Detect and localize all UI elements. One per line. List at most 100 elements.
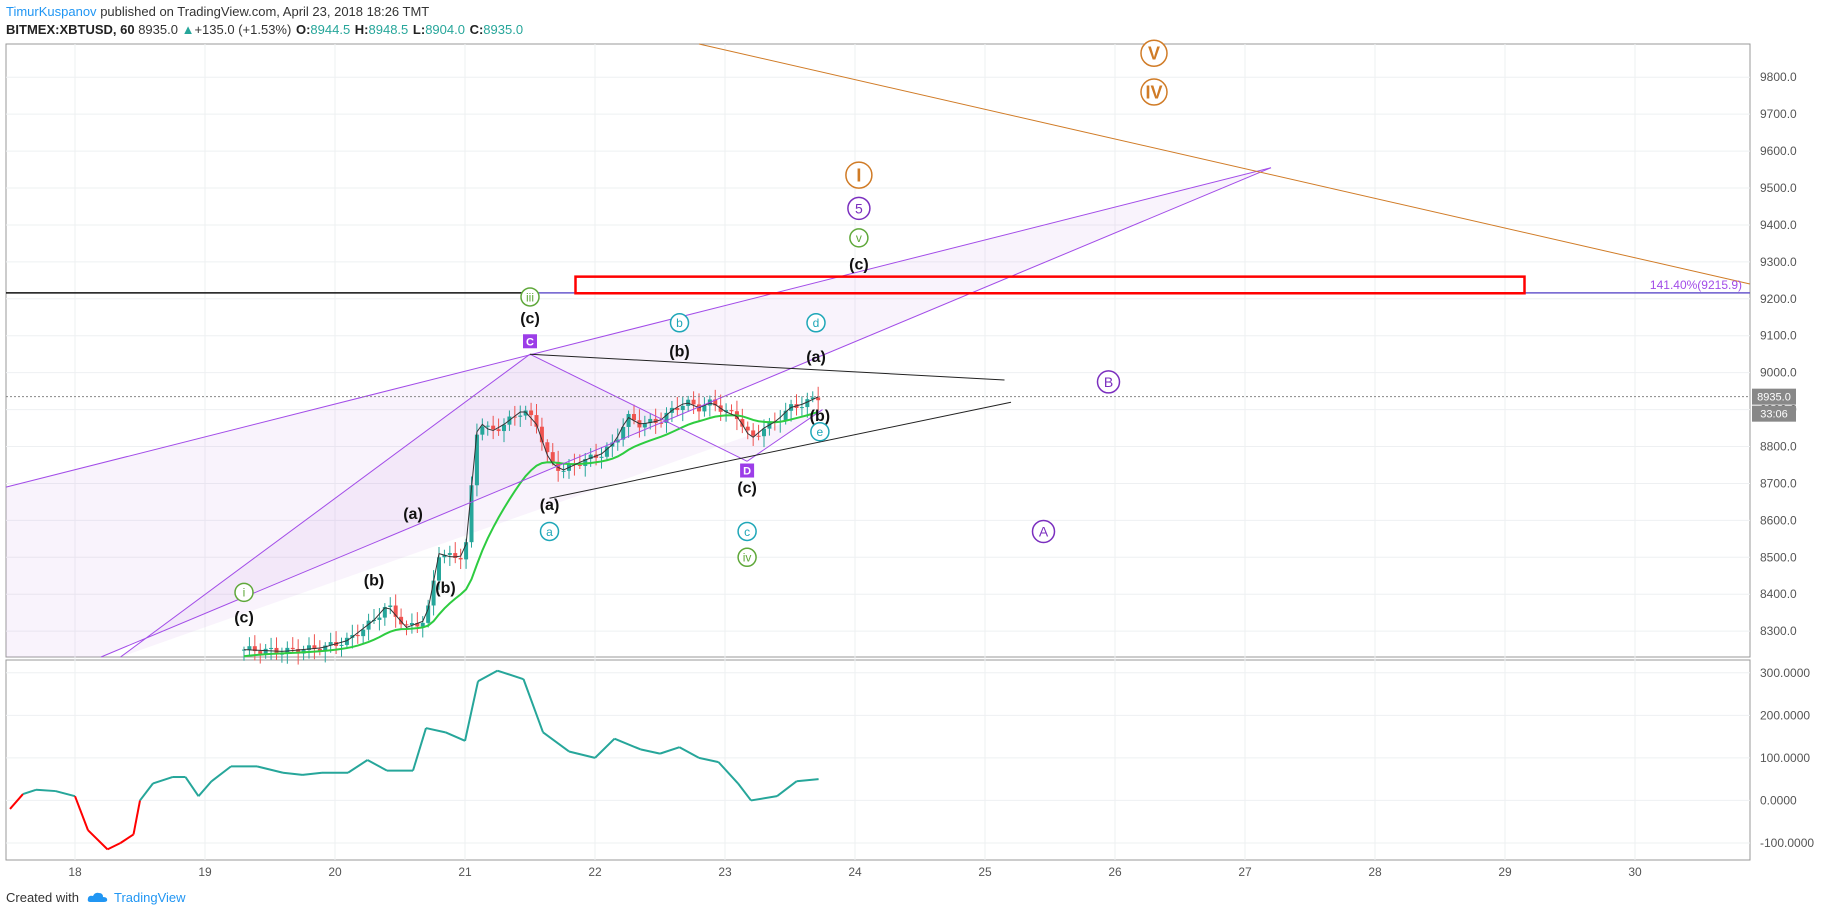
candle-body [296, 649, 301, 654]
candle-body [518, 415, 523, 417]
candle-body [523, 410, 528, 416]
wave-label: (c) [849, 257, 869, 274]
wave-circle-label: d [813, 316, 820, 330]
oscillator-segment [367, 759, 388, 772]
candle-body [740, 419, 745, 427]
wave-circle-e [810, 421, 830, 442]
candle-body [382, 606, 387, 618]
oscillator-segment [119, 833, 135, 844]
oscillator-pane [9, 669, 819, 851]
candle-body [724, 410, 729, 412]
candle-body [480, 426, 485, 435]
wave-circle-label: v [856, 231, 862, 245]
candle-body [323, 645, 328, 652]
candle-body [583, 459, 588, 466]
wave-circle-5 [847, 196, 871, 221]
candle-body [534, 415, 539, 427]
wave-circle-label: I [856, 166, 861, 186]
ema-line [243, 411, 819, 658]
osc-tick-label: 0.0000 [1760, 793, 1797, 807]
candle-body [762, 428, 766, 437]
osc-tick-label: 300.0000 [1760, 666, 1810, 680]
oscillator-segment [717, 761, 739, 785]
candle-body [409, 623, 414, 625]
oscillator-segment [197, 780, 213, 797]
candle-body [545, 442, 550, 453]
candle-body [550, 452, 555, 462]
oscillator-segment [614, 737, 641, 751]
price-tick-label: 9200.0 [1760, 292, 1797, 306]
price-tick-label: 9000.0 [1760, 366, 1797, 380]
oscillator-segment [497, 669, 524, 681]
price-tick-label: 9500.0 [1760, 181, 1797, 195]
candle-body [269, 647, 274, 649]
candle-body [442, 554, 447, 558]
candle-body [632, 414, 636, 421]
wave-circle-IV [1140, 78, 1168, 106]
candle-body [664, 412, 669, 423]
target-zone-box [574, 275, 1526, 295]
candle-body [642, 423, 647, 428]
wave-circle-label: iv [743, 551, 752, 565]
candle-body [344, 637, 349, 645]
high-value: 8948.5 [368, 22, 409, 37]
oscillator-segment [107, 842, 121, 851]
wave-label: (b) [810, 408, 830, 425]
candle-body [502, 424, 506, 432]
wave-circle-label: A [1039, 523, 1049, 539]
candle-body [496, 429, 501, 432]
oscillator-segment [35, 788, 56, 793]
candle-body [713, 399, 718, 406]
oscillator-segment [796, 778, 819, 783]
fib-label: 141.40%(9215.9) [1650, 278, 1742, 292]
wave-circle-v [849, 228, 869, 248]
orange-trendline [698, 43, 1751, 285]
author-link[interactable]: TimurKuspanov [6, 4, 97, 19]
oscillator-segment [776, 780, 798, 797]
time-tick-label: 26 [1108, 865, 1122, 879]
candle-body [485, 425, 490, 427]
wave-label: (a) [806, 349, 826, 366]
candle-body [756, 435, 761, 437]
oscillator-segment [750, 795, 778, 802]
candle-body [388, 605, 393, 607]
wave-circle-label: e [817, 425, 824, 439]
time-tick-label: 30 [1628, 865, 1642, 879]
wave-circle-label: b [676, 316, 683, 330]
oscillator-segment [132, 800, 141, 835]
candle-body [491, 425, 496, 430]
oscillator-segment [522, 678, 544, 733]
last-price-tag-label: 8935.0 [1757, 392, 1791, 404]
wave-label: (c) [520, 310, 540, 327]
oscillator-segment [445, 731, 466, 742]
wave-line-to-c [120, 353, 531, 658]
wave-circle-iii [520, 287, 540, 307]
tradingview-link[interactable]: TradingView [114, 890, 186, 905]
oscillator-segment [184, 776, 200, 797]
drawing-lines: 141.40%(9215.9) [5, 43, 1751, 658]
wave-line-c-d [529, 353, 748, 462]
wave-label: (a) [403, 506, 423, 523]
oscillator-segment [87, 829, 109, 851]
candle-body [474, 434, 479, 486]
oscillator-segment [568, 750, 596, 759]
price-tick-label: 8400.0 [1760, 587, 1797, 601]
wave-circle-b [669, 313, 690, 333]
price-tick-label: 9700.0 [1760, 107, 1797, 121]
candle-body [680, 405, 685, 411]
close-value: 8935.0 [483, 22, 524, 37]
oscillator-segment [347, 759, 369, 774]
oscillator-segment [737, 782, 752, 802]
last-price: 8935.0 [138, 22, 178, 37]
candle-body [437, 557, 441, 581]
price-pane-frame [5, 43, 1751, 658]
oscillator-segment [640, 748, 661, 755]
wave-circle-label: c [744, 525, 750, 539]
symbol-label[interactable]: BITMEX:XBTUSD, 60 [6, 22, 135, 37]
candle-body [393, 605, 398, 617]
candle-body [621, 426, 626, 440]
published-text: published on TradingView.com, April 23, … [100, 4, 430, 19]
close-label: C: [469, 22, 484, 37]
oscillator-segment [55, 790, 76, 798]
